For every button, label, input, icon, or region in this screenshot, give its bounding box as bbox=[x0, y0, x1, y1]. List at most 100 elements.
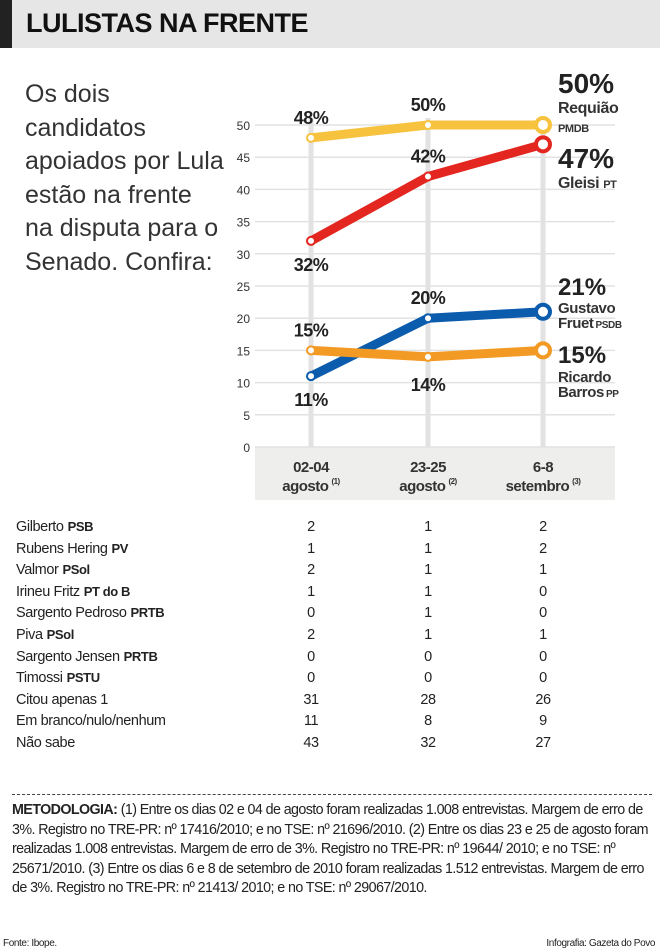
table-cell: 43 bbox=[303, 734, 319, 751]
end-value-label: 15% bbox=[558, 342, 606, 369]
y-tick-label: 10 bbox=[237, 377, 251, 391]
table-row: Rubens Hering PV 1 1 2 bbox=[12, 539, 652, 561]
table-row: Sargento Pedroso PRTB 0 1 0 bbox=[12, 603, 652, 625]
table-row: Irineu Fritz PT do B 1 1 0 bbox=[12, 582, 652, 604]
series-name: Gustavo bbox=[558, 300, 615, 317]
candidate-name: Piva PSol bbox=[16, 627, 74, 643]
table-row: Em branco/nulo/nenhum 11 8 9 bbox=[12, 711, 652, 733]
table-row: Piva PSol 2 1 1 bbox=[12, 625, 652, 647]
table-cell: 1 bbox=[424, 583, 432, 600]
data-point bbox=[306, 345, 316, 356]
table-cell: 31 bbox=[303, 691, 319, 708]
table-cell: 2 bbox=[307, 562, 315, 579]
table-cell: 0 bbox=[307, 670, 315, 687]
table-cell: 2 bbox=[307, 626, 315, 643]
data-point bbox=[306, 371, 316, 382]
intro-text: Os dois candidatos apoiados por Lula est… bbox=[25, 80, 224, 276]
end-value-label: 50% bbox=[558, 68, 614, 99]
data-point bbox=[423, 171, 433, 182]
table-cell: 9 bbox=[539, 713, 547, 730]
table-row: Gilberto PSB 2 1 2 bbox=[12, 517, 652, 539]
candidate-name: Rubens Hering PV bbox=[16, 541, 128, 557]
candidate-name: Irineu Fritz PT do B bbox=[16, 584, 130, 600]
candidate-name: Gilberto PSB bbox=[16, 519, 94, 535]
y-tick-label: 30 bbox=[237, 248, 251, 262]
series-party: PSDB bbox=[596, 320, 622, 331]
x-tick-label: 6-8 bbox=[533, 459, 553, 476]
series-label: Barros PP bbox=[558, 384, 619, 401]
name-text: Irineu Fritz bbox=[16, 583, 80, 600]
x-tick-note: (2) bbox=[448, 477, 457, 486]
name-text: Gilberto bbox=[16, 519, 64, 535]
table-cell: 27 bbox=[535, 734, 551, 751]
y-tick-label: 25 bbox=[237, 280, 251, 294]
table-cell: 1 bbox=[307, 540, 315, 557]
table-cell: 1 bbox=[424, 540, 432, 557]
table-cell: 1 bbox=[424, 626, 432, 643]
methodology-text: (1) Entre os dias 02 e 04 de agosto fora… bbox=[12, 802, 649, 896]
candidate-name: Citou apenas 1 bbox=[16, 692, 108, 708]
table-cell: 1 bbox=[539, 626, 547, 643]
series-name: Gleisi bbox=[558, 175, 599, 192]
name-text: Não sabe bbox=[16, 734, 75, 751]
x-tick-note: (3) bbox=[572, 477, 581, 486]
methodology: METODOLOGIA: (1) Entre os dias 02 e 04 d… bbox=[12, 801, 657, 899]
y-tick-label: 0 bbox=[243, 441, 250, 455]
table-cell: 0 bbox=[307, 648, 315, 665]
y-tick-label: 50 bbox=[237, 119, 251, 133]
results-table: Gilberto PSB 2 1 2 Rubens Hering PV 1 1 2 Valmor PS… bbox=[12, 517, 652, 755]
table-cell: 0 bbox=[539, 583, 547, 600]
candidate-name: Timossi PSTU bbox=[16, 670, 100, 686]
table-cell: 1 bbox=[307, 583, 315, 600]
data-label: 50% bbox=[411, 95, 446, 115]
data-point bbox=[306, 235, 316, 246]
name-text: Valmor bbox=[16, 562, 59, 579]
page-title: LULISTAS NA FRENTE bbox=[26, 8, 309, 38]
x-tick-label: setembro (3) bbox=[506, 477, 582, 495]
x-tick-note: (1) bbox=[331, 477, 340, 486]
series-name: Fruet bbox=[558, 315, 594, 332]
name-text: Citou apenas 1 bbox=[16, 691, 108, 708]
x-axis-band bbox=[255, 447, 615, 500]
table-cell: 0 bbox=[539, 670, 547, 687]
end-value-label: 21% bbox=[558, 274, 606, 301]
methodology-label: METODOLOGIA: bbox=[12, 802, 118, 818]
table-cell: 2 bbox=[539, 540, 547, 557]
party-text: PRTB bbox=[130, 605, 165, 621]
data-point bbox=[534, 302, 552, 321]
name-text: Sargento Pedroso bbox=[16, 605, 127, 622]
table-cell: 32 bbox=[420, 734, 436, 751]
source: Fonte: Ibope. bbox=[3, 938, 57, 949]
name-text: Timossi bbox=[16, 670, 63, 687]
divider bbox=[12, 794, 652, 795]
data-point bbox=[423, 351, 433, 362]
table-cell: 0 bbox=[539, 648, 547, 665]
candidate-name: Não sabe bbox=[16, 735, 75, 751]
table-row: Valmor PSol 2 1 1 bbox=[12, 560, 652, 582]
series-label: Gleisi PT bbox=[558, 175, 617, 192]
data-point bbox=[534, 116, 552, 134]
y-tick-label: 35 bbox=[237, 216, 251, 230]
data-point bbox=[423, 120, 433, 130]
party-text: PSol bbox=[62, 562, 90, 578]
series-party: PT bbox=[603, 179, 617, 191]
name-text: Em branco/nulo/nenhum bbox=[16, 713, 166, 730]
table-cell: 26 bbox=[535, 691, 551, 708]
table-row: Citou apenas 1 31 28 26 bbox=[12, 690, 652, 712]
table-cell: 28 bbox=[420, 691, 436, 708]
name-text: Piva bbox=[16, 626, 43, 643]
candidate-name: Sargento Jensen PRTB bbox=[16, 648, 158, 665]
series-name: Requião bbox=[558, 100, 619, 117]
data-label: 42% bbox=[411, 147, 446, 167]
y-tick-label: 5 bbox=[243, 409, 250, 423]
data-label: 32% bbox=[294, 255, 329, 275]
party-text: PRTB bbox=[123, 648, 158, 664]
table-row: Não sabe 43 32 27 bbox=[12, 733, 652, 755]
table-cell: 0 bbox=[424, 670, 432, 687]
table-cell: 8 bbox=[424, 713, 432, 730]
data-point bbox=[423, 313, 433, 324]
table-cell: 1 bbox=[424, 519, 432, 535]
header: LULISTAS NA FRENTE bbox=[0, 0, 660, 48]
candidate-name: Valmor PSol bbox=[16, 562, 90, 578]
